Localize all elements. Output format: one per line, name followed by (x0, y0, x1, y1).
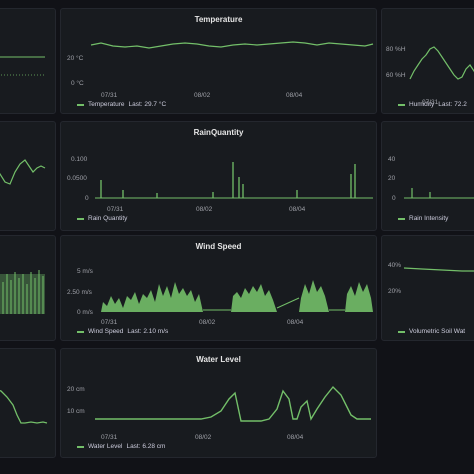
series-swatch (398, 103, 405, 106)
y-tick: 10 cm (67, 408, 85, 415)
panel-rain-quantity[interactable]: RainQuantity 0.100 0.0500 0 07/31 08/02 … (60, 121, 377, 231)
y-tick: 0.0500 (67, 175, 87, 182)
series-swatch (398, 330, 405, 333)
y-tick: 20 cm (67, 386, 85, 393)
x-tick: 08/04 (287, 434, 304, 441)
rain-quantity-graph: 0.100 0.0500 0 07/31 08/02 08/04 (67, 156, 373, 213)
legend[interactable]: Water Level Last: 6.28 cm (77, 443, 165, 450)
legend-label: Rain Quantity (88, 215, 128, 222)
series-swatch (398, 217, 405, 220)
series-swatch (77, 330, 84, 333)
y-tick: 0 (85, 195, 89, 202)
panel-title: RainQuantity (193, 128, 244, 137)
y-tick: 20 (388, 175, 396, 182)
y-tick: 80 %H (386, 46, 406, 53)
x-tick: 08/02 (199, 319, 216, 326)
legend-label: Wind Speed (88, 328, 124, 335)
panel-left-lower[interactable] (0, 235, 56, 341)
legend-last: Last: 6.28 cm (126, 443, 166, 450)
left-lower-graph (0, 270, 45, 314)
legend[interactable]: Wind Speed Last: 2.10 m/s (77, 328, 168, 335)
panel-humidity[interactable]: 80 %H 60 %H 07/31 Humidity Last: 72.2 (381, 8, 474, 114)
panel-wind-speed[interactable]: Wind Speed 5 m/s 2.50 m/s 0 m/s 07/31 08… (60, 235, 377, 341)
x-tick: 07/31 (101, 92, 118, 99)
legend-label: Temperature (88, 101, 125, 108)
panel-title: Water Level (196, 355, 241, 364)
legend-label: Humidity (409, 101, 435, 108)
legend-label: Rain Intensity (409, 215, 449, 222)
legend[interactable]: Humidity Last: 72.2 (398, 101, 467, 108)
y-tick: 60 %H (386, 72, 406, 79)
panel-water-level[interactable]: Water Level 20 cm 10 cm 07/31 08/02 08/0… (60, 348, 377, 458)
panel-left-bottom[interactable] (0, 348, 56, 458)
left-bottom-graph (0, 389, 48, 424)
y-tick: 40 (388, 156, 396, 163)
x-tick: 07/31 (101, 434, 118, 441)
humidity-graph: 80 %H 60 %H 07/31 (386, 46, 474, 106)
legend-last: Last: 72.2 (438, 101, 467, 108)
legend[interactable]: Volumetric Soil Wat (398, 328, 465, 335)
y-tick: 5 m/s (77, 268, 94, 275)
legend-last: Last: 2.10 m/s (127, 328, 169, 335)
y-tick: 0 °C (71, 79, 84, 87)
legend-last: Last: 29.7 °C (128, 101, 167, 108)
x-tick: 08/04 (289, 206, 306, 213)
panel-soil-water[interactable]: 40% 20% Volumetric Soil Wat (381, 235, 474, 341)
x-tick: 08/02 (195, 434, 212, 441)
x-tick: 07/31 (101, 319, 118, 326)
y-tick: 0.100 (71, 156, 88, 163)
series-swatch (77, 103, 84, 106)
legend[interactable]: Rain Quantity (77, 215, 127, 222)
y-tick: 20% (388, 288, 401, 295)
panel-left-top[interactable] (0, 8, 56, 114)
legend[interactable]: Temperature Last: 29.7 °C (77, 101, 166, 108)
y-tick: 20 °C (67, 54, 84, 62)
y-tick: 40% (388, 262, 401, 269)
x-tick: 08/04 (287, 319, 304, 326)
legend-label: Volumetric Soil Wat (409, 328, 466, 335)
y-tick: 2.50 m/s (67, 289, 93, 296)
series-swatch (77, 217, 84, 220)
x-tick: 08/02 (196, 206, 213, 213)
soil-water-graph: 40% 20% (388, 262, 474, 295)
panel-left-middle[interactable] (0, 121, 56, 231)
panel-title: Wind Speed (195, 242, 242, 251)
x-tick: 08/02 (194, 92, 211, 99)
x-tick: 07/31 (107, 206, 124, 213)
wind-speed-graph: 5 m/s 2.50 m/s 0 m/s 07/31 08/02 08/04 (67, 268, 373, 326)
temperature-graph: 20 °C 0 °C 07/31 08/02 08/04 (67, 41, 374, 99)
x-tick: 07/31 (422, 99, 439, 106)
left-top-graph (0, 56, 45, 76)
y-tick: 0 m/s (77, 309, 94, 316)
series-swatch (77, 445, 84, 448)
left-middle-graph (0, 159, 46, 185)
rain-intensity-graph: 40 20 0 (388, 156, 474, 202)
panel-title: Temperature (194, 15, 243, 24)
panel-rain-intensity[interactable]: 40 20 0 Rain Intensity (381, 121, 474, 231)
water-level-graph: 20 cm 10 cm 07/31 08/02 08/04 (67, 385, 371, 441)
legend-label: Water Level (88, 443, 123, 450)
panel-temperature[interactable]: Temperature 20 °C 0 °C 07/31 08/02 08/04… (60, 8, 377, 114)
y-tick: 0 (392, 195, 396, 202)
legend[interactable]: Rain Intensity (398, 215, 448, 222)
x-tick: 08/04 (286, 92, 303, 99)
